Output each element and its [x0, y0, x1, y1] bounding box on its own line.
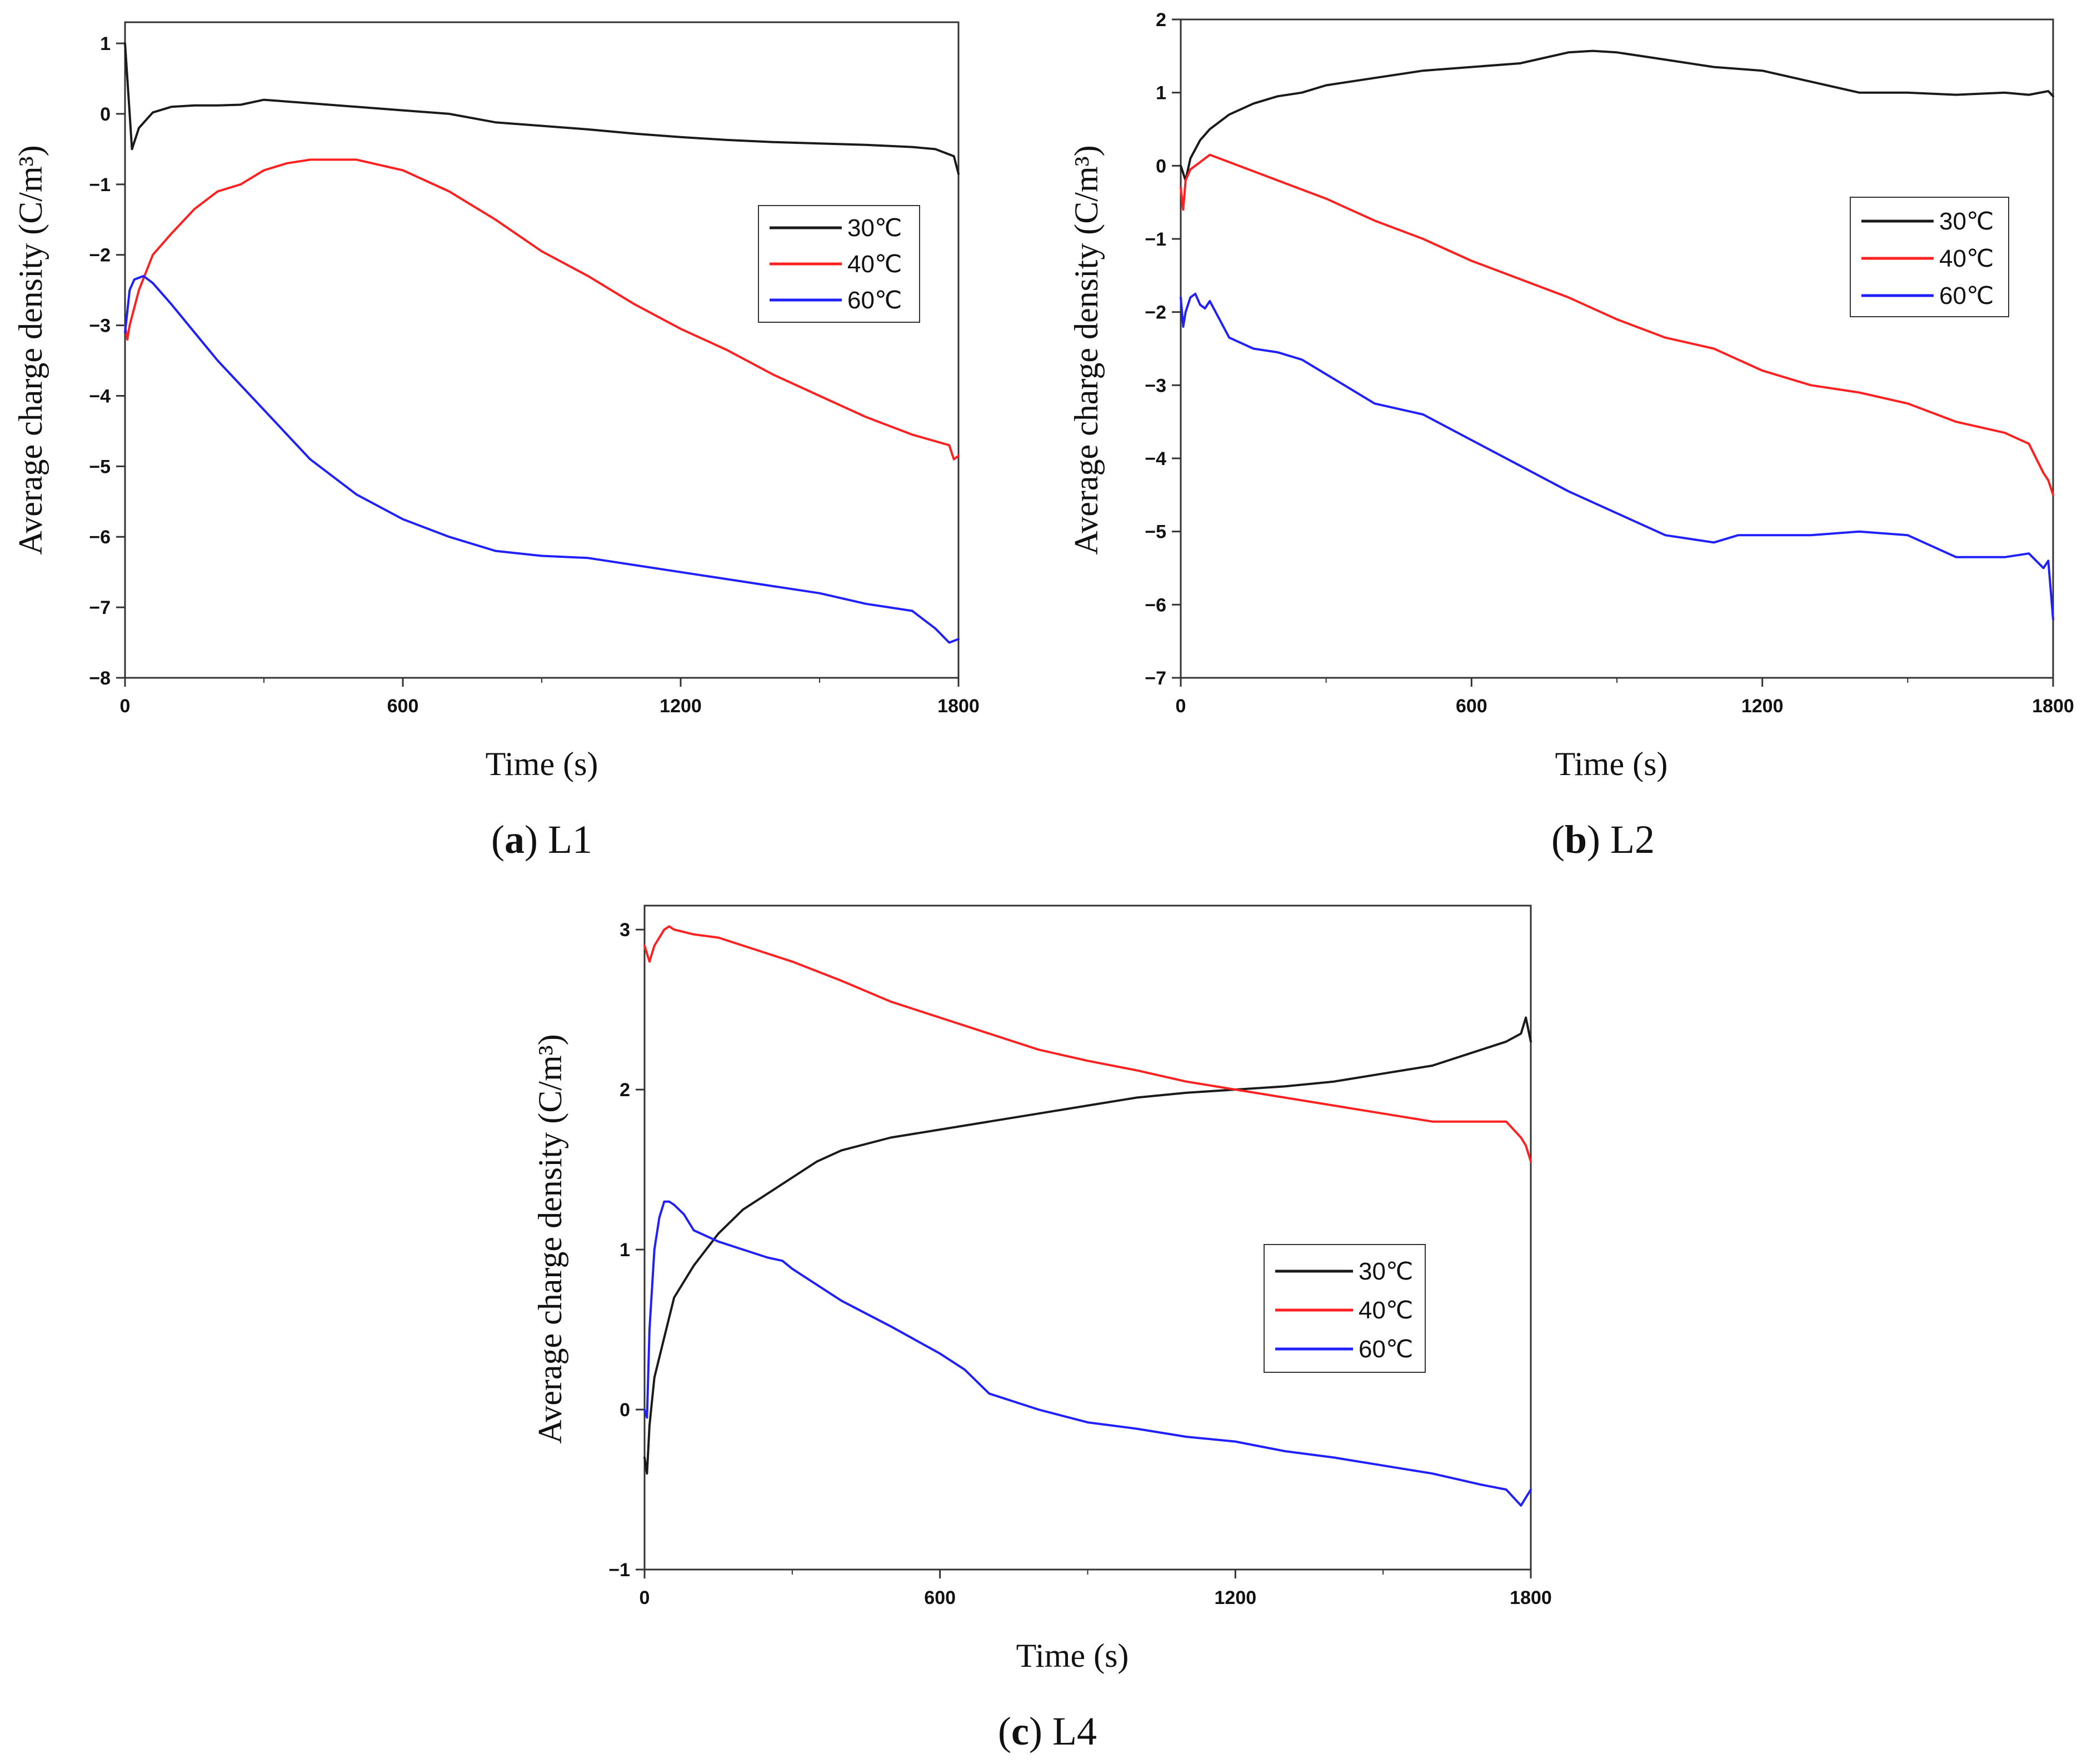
- x-tick-label: 1200: [1741, 696, 1784, 717]
- legend-label-30c: 30℃: [1939, 208, 1994, 235]
- x-tick-label: 1200: [1215, 1587, 1257, 1608]
- series-line-60c: [1180, 292, 2054, 621]
- x-axis-title: Time (s): [486, 746, 598, 782]
- y-tick-label: 1: [1156, 83, 1166, 104]
- series-line-30c: [1180, 49, 2054, 182]
- y-tick-label: −3: [1145, 375, 1166, 396]
- axis-ticks: 0 600 1200 1800 1 0 −1 −2 −3 −4 −5 −6 −7 −8: [89, 33, 980, 717]
- y-tick-label: 3: [620, 920, 630, 941]
- legend-label-60c: 60℃: [847, 287, 902, 314]
- y-tick-label: −1: [1145, 229, 1166, 250]
- y-tick-label: −4: [1145, 448, 1166, 469]
- y-tick-label: −6: [1145, 594, 1166, 616]
- x-tick-label: 1800: [1510, 1587, 1552, 1608]
- caption-name: L4: [1052, 1709, 1097, 1753]
- plot-frame: [643, 905, 1532, 1571]
- series-line-60c: [643, 1200, 1532, 1507]
- series-line-60c: [124, 274, 960, 644]
- legend-label-40c: 40℃: [847, 251, 902, 278]
- panel-caption: (c) L4: [998, 1709, 1097, 1753]
- caption-letter: a: [505, 817, 525, 862]
- y-tick-label: −5: [89, 456, 111, 477]
- y-tick-label: −4: [89, 386, 111, 407]
- plot-frame: [124, 21, 960, 679]
- x-tick-label: 600: [387, 696, 419, 717]
- y-tick-label: −1: [89, 174, 111, 196]
- y-tick-label: 2: [620, 1080, 630, 1101]
- x-tick-label: 1800: [2032, 696, 2074, 717]
- caption-name: L2: [1610, 817, 1655, 862]
- series-line-30c: [643, 1016, 1532, 1475]
- series-group: [124, 42, 960, 644]
- x-tick-label: 1800: [937, 696, 980, 717]
- x-tick-label: 600: [1456, 696, 1487, 717]
- legend: 30℃ 40℃ 60℃: [1850, 197, 2009, 317]
- series-line-40c: [643, 925, 1532, 1163]
- y-tick-label: 0: [100, 104, 111, 125]
- y-tick-label: −1: [608, 1560, 630, 1581]
- y-axis-title: Average charge density (C/m³): [532, 1034, 568, 1443]
- y-tick-label: 2: [1156, 9, 1166, 31]
- series-group: [1180, 49, 2054, 621]
- caption-letter: b: [1565, 817, 1587, 862]
- panel-caption: (b) L2: [1551, 817, 1655, 862]
- series-group: [643, 925, 1532, 1507]
- axis-ticks: 0 600 1200 1800 2 1 0 −1 −2 −3 −4 −5 −6 −7: [1145, 9, 2074, 717]
- y-tick-label: −2: [89, 245, 111, 266]
- x-tick-label: 1200: [660, 696, 702, 717]
- panel-c: Average charge density (C/m³) Time (s) 0…: [532, 905, 1552, 1753]
- y-tick-label: −3: [89, 316, 111, 337]
- caption-name: L1: [548, 817, 592, 862]
- series-line-40c: [124, 158, 960, 461]
- caption-letter: c: [1011, 1709, 1029, 1753]
- axis-ticks: 0 600 1200 1800 3 2 1 0 −1: [608, 920, 1552, 1608]
- series-line-40c: [1180, 153, 2054, 496]
- legend-label-40c: 40℃: [1939, 245, 1994, 272]
- y-axis-title: Average charge density (C/m³): [1068, 145, 1105, 554]
- legend-label-30c: 30℃: [847, 214, 902, 242]
- x-tick-label: 0: [640, 1587, 650, 1608]
- legend-label-60c: 60℃: [1939, 282, 1994, 309]
- legend-label-40c: 40℃: [1359, 1297, 1413, 1324]
- legend: 30℃ 40℃ 60℃: [1264, 1244, 1426, 1373]
- y-tick-label: 1: [100, 33, 111, 54]
- legend: 30℃ 40℃ 60℃: [758, 205, 920, 323]
- y-tick-label: −6: [89, 527, 111, 548]
- y-tick-label: −2: [1145, 302, 1166, 323]
- legend-label-30c: 30℃: [1359, 1258, 1413, 1285]
- y-tick-label: 1: [620, 1240, 630, 1261]
- y-tick-label: 0: [620, 1400, 630, 1421]
- x-axis-title: Time (s): [1016, 1637, 1129, 1674]
- panel-caption: (a) L1: [491, 817, 592, 862]
- plot-frame: [1180, 18, 2054, 679]
- x-tick-label: 600: [924, 1587, 956, 1608]
- x-axis-title: Time (s): [1555, 746, 1668, 782]
- panel-b: Average charge density (C/m³) Time (s) 0…: [1068, 9, 2074, 862]
- y-tick-label: −8: [89, 668, 111, 689]
- legend-label-60c: 60℃: [1359, 1336, 1413, 1363]
- y-tick-label: −5: [1145, 522, 1166, 543]
- y-tick-label: −7: [89, 597, 111, 618]
- x-tick-label: 0: [120, 696, 131, 717]
- y-axis-title: Average charge density (C/m³): [12, 145, 49, 554]
- series-line-30c: [124, 42, 960, 175]
- panel-a: Average charge density (C/m³) Time (s) 0…: [12, 21, 980, 862]
- x-tick-label: 0: [1176, 696, 1186, 717]
- y-tick-label: −7: [1145, 668, 1166, 689]
- y-tick-label: 0: [1156, 156, 1166, 177]
- legend-box: [1264, 1244, 1426, 1373]
